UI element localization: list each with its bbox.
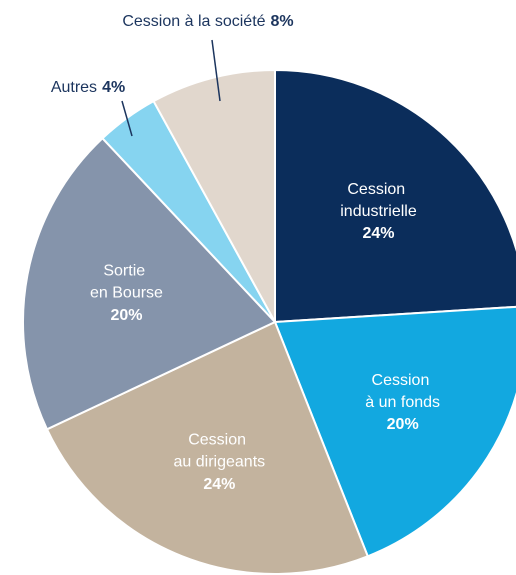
category-label: Autres <box>51 79 97 96</box>
category-label: Cession au dirigeants <box>174 432 266 471</box>
leader-line <box>211 39 221 102</box>
category-label: Cession à la société <box>122 13 265 30</box>
value-label: 8% <box>271 13 294 30</box>
pie-slice <box>274 68 516 324</box>
slice-label: Cession à la société 8% <box>122 13 293 30</box>
value-label: 4% <box>102 79 125 96</box>
value-label: 24% <box>203 476 235 493</box>
pie-slice <box>152 68 276 323</box>
category-label: Cession industrielle <box>340 181 417 220</box>
value-label: 20% <box>110 307 142 324</box>
pie-slice <box>45 320 370 575</box>
value-label: 20% <box>387 416 419 433</box>
value-label: 24% <box>362 225 394 242</box>
leader-line <box>121 100 133 137</box>
pie-slice <box>22 136 277 431</box>
category-label: Sortie en Bourse <box>90 263 163 302</box>
slice-label: Autres 4% <box>51 79 125 96</box>
category-label: Cession à un fonds <box>365 372 440 411</box>
pie-slice <box>273 305 516 558</box>
